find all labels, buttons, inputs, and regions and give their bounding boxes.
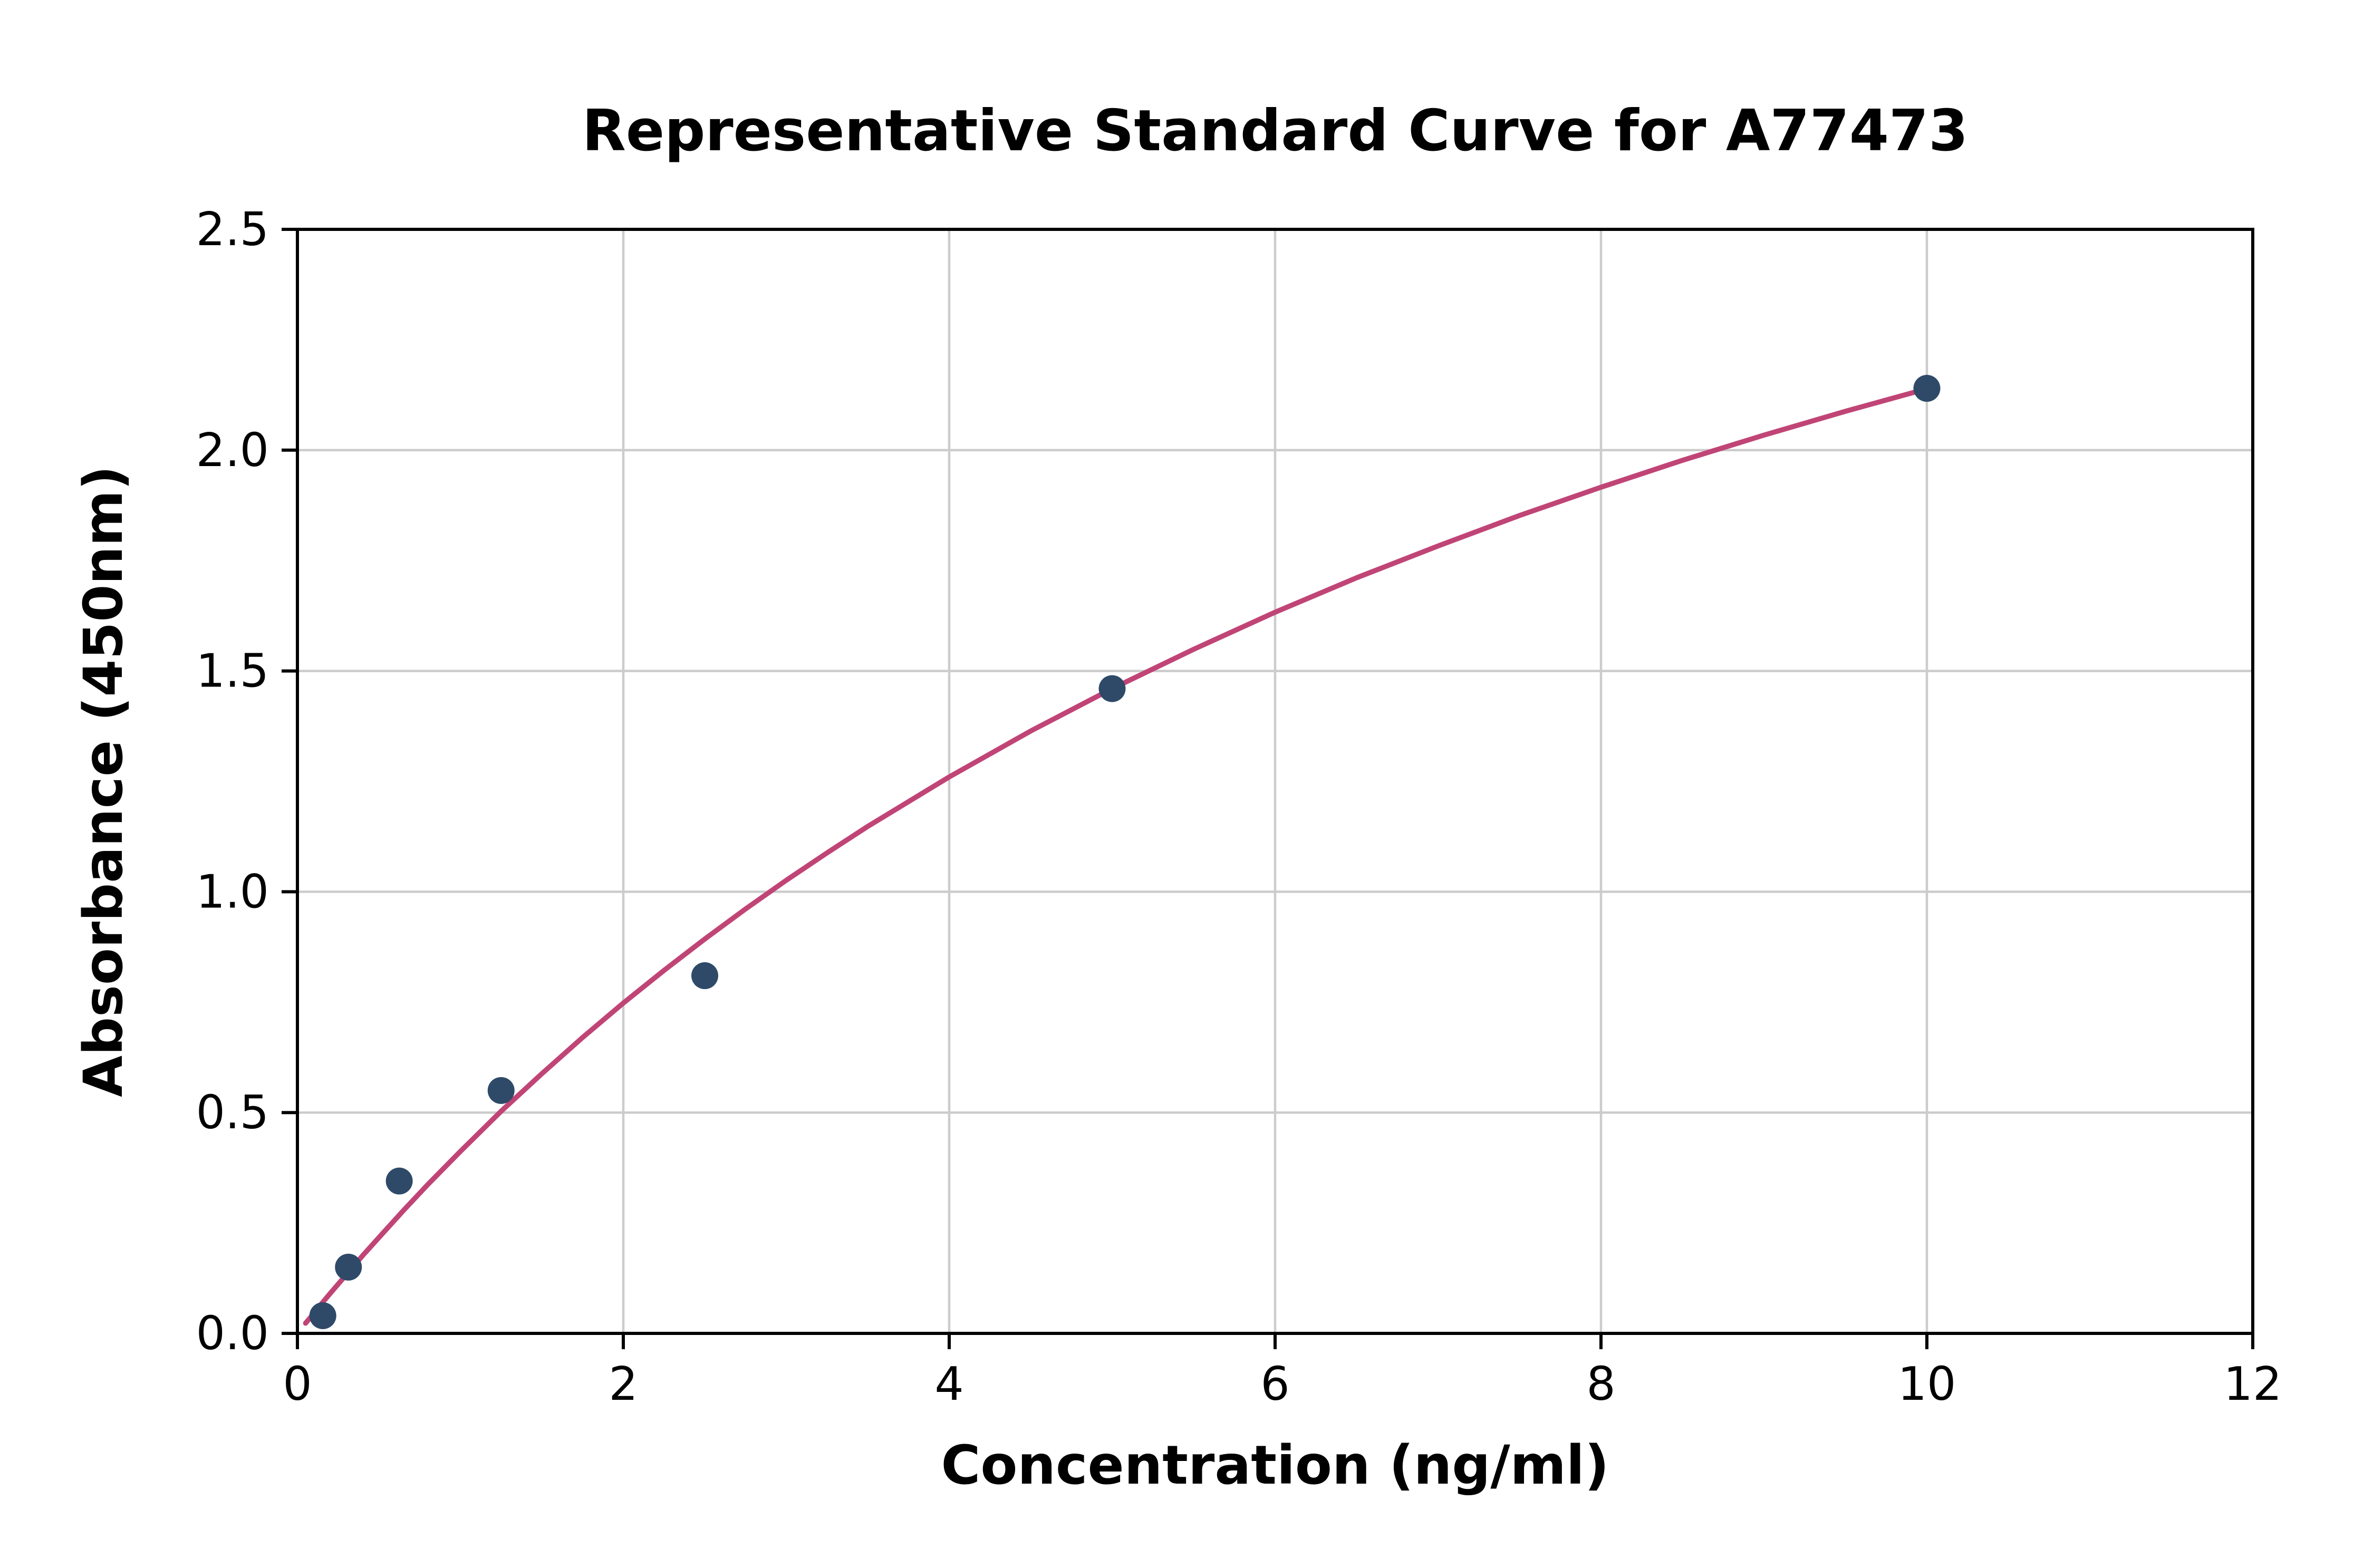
data-point (385, 1167, 413, 1195)
axis-ticks (282, 228, 2254, 1349)
y-tick-label: 1.5 (196, 644, 269, 698)
x-tick-label: 2 (609, 1357, 638, 1411)
x-tick-label: 8 (1586, 1357, 1615, 1411)
y-tick-label: 1.0 (196, 865, 269, 918)
y-axis-label: Absorbance (450nm) (72, 466, 135, 1097)
x-tick-labels: 0 2 4 6 8 10 12 (283, 1357, 2282, 1411)
data-point (335, 1253, 362, 1281)
y-tick-label: 2.5 (196, 202, 269, 256)
x-tick-label: 0 (283, 1357, 312, 1411)
x-tick-label: 4 (934, 1357, 963, 1411)
chart-title: Representative Standard Curve for A77473 (582, 98, 1969, 164)
fit-curve-line (303, 386, 1930, 1326)
fit-curve-path (303, 386, 1930, 1326)
gridlines (296, 228, 2254, 1335)
x-tick-label: 12 (2224, 1357, 2282, 1411)
data-point (309, 1302, 336, 1329)
data-points (309, 375, 1941, 1329)
x-axis-label: Concentration (ng/ml) (941, 1434, 1609, 1497)
y-tick-label: 0.5 (196, 1086, 269, 1139)
data-point (1098, 675, 1126, 702)
data-point (487, 1077, 515, 1104)
data-point (691, 962, 718, 990)
y-tick-labels: 0.0 0.5 1.0 1.5 2.0 2.5 (196, 202, 269, 1360)
data-point (1913, 375, 1941, 402)
y-tick-label: 0.0 (196, 1306, 269, 1360)
y-tick-label: 2.0 (196, 423, 269, 477)
x-tick-label: 6 (1260, 1357, 1289, 1411)
x-tick-label: 10 (1898, 1357, 1956, 1411)
